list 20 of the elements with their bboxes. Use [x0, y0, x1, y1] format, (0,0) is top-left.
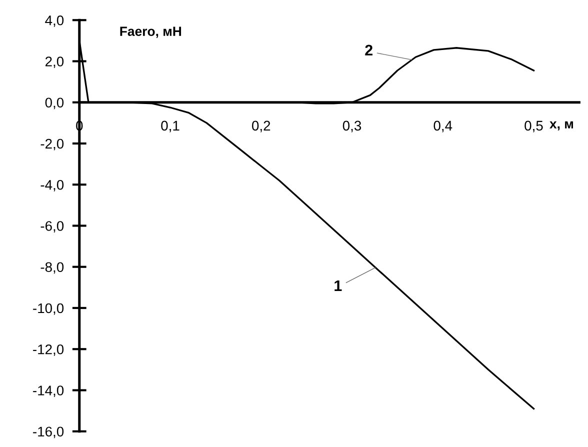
y-tick-label: -12,0 [33, 344, 64, 356]
text: 1 [334, 280, 342, 291]
y-tick-label: -10,0 [33, 303, 64, 315]
series-label: 2 [365, 44, 372, 56]
x-tick-label: 0,4 [434, 120, 452, 132]
y-tick-label: -2,0 [40, 138, 64, 150]
x-tick-label: 0,5 [524, 120, 543, 132]
y-tick-label: -16,0 [33, 426, 64, 438]
y-tick-label: -4,0 [40, 180, 64, 192]
y-tick-label: 4,0 [45, 15, 64, 27]
x-tick-label: 0,3 [342, 120, 362, 132]
y-axis-title: Faero, мН [120, 26, 182, 38]
y-tick-label: -6,0 [40, 221, 64, 233]
y-tick-label: 2,0 [45, 56, 64, 68]
x-axis-title: x, м [550, 121, 573, 130]
x-tick-label: 0,1 [161, 120, 180, 132]
y-tick-label: -14,0 [33, 386, 64, 398]
y-tick-label: 0,0 [45, 98, 64, 110]
y-tick-label: -8,0 [40, 262, 64, 274]
x-tick-label: 0,2 [252, 120, 270, 132]
